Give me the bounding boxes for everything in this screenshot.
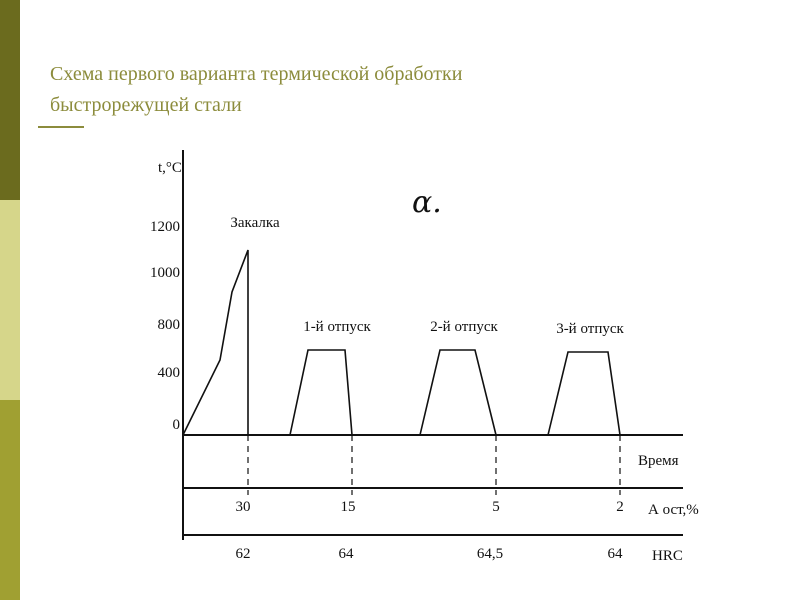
title-line: быстрорежущей стали: [50, 94, 242, 116]
stage-label: 1-й отпуск: [303, 319, 371, 335]
diagram: t,°C 1200 1000 800 400 0 α. Закалка 1-й …: [150, 150, 699, 564]
hardness-label: HRC: [652, 548, 683, 564]
stage-label: 2-й отпуск: [430, 319, 498, 335]
austenite-value: 15: [341, 499, 356, 515]
time-label: Время: [638, 453, 679, 469]
austenite-label: А ост,%: [648, 502, 699, 518]
side-block: [0, 400, 20, 600]
austenite-value: 30: [236, 499, 251, 515]
stage-label: Закалка: [230, 215, 280, 231]
stage-label: 3-й отпуск: [556, 321, 624, 337]
annotation: α.: [412, 185, 442, 220]
hardness-value: 64,5: [477, 546, 503, 562]
austenite-value: 5: [492, 499, 500, 515]
y-tick-label: 1000: [150, 265, 180, 281]
y-tick-label: 400: [158, 365, 181, 381]
hardness-value: 64: [608, 546, 624, 562]
austenite-value: 2: [616, 499, 624, 515]
y-axis-label: t,°C: [158, 160, 182, 176]
temper-curve: [547, 351, 621, 436]
y-tick-label: 1200: [150, 219, 180, 235]
temper-curve: [289, 349, 353, 436]
side-block: [0, 200, 20, 400]
hardness-value: 64: [339, 546, 355, 562]
temper-curve: [419, 349, 497, 436]
side-block: [0, 0, 20, 200]
y-tick-label: 800: [158, 317, 181, 333]
y-tick-label: 0: [173, 417, 181, 433]
title-line: Схема первого варианта термической обраб…: [50, 63, 463, 85]
quench-curve: [182, 249, 249, 436]
hardness-value: 62: [236, 546, 251, 562]
